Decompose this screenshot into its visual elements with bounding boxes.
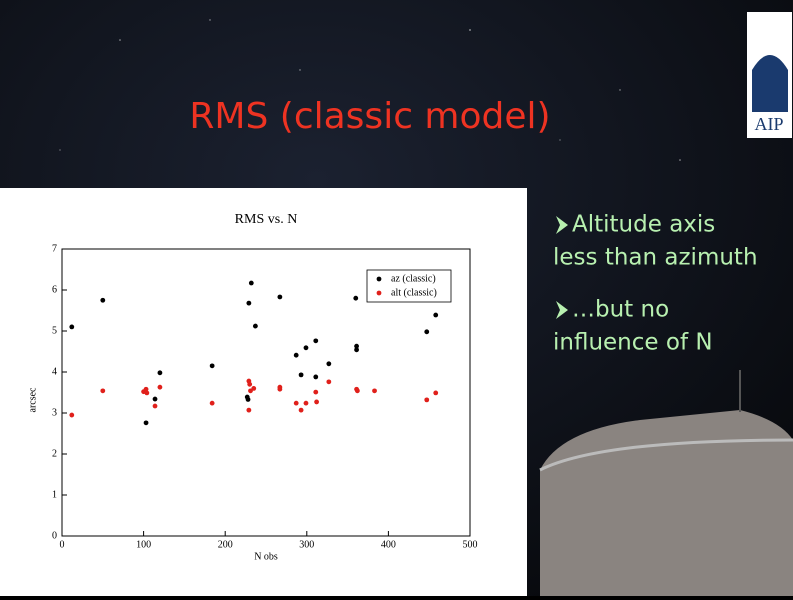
y-tick-label: 1 bbox=[52, 489, 57, 500]
y-tick-label: 7 bbox=[52, 243, 57, 254]
point bbox=[252, 323, 258, 329]
y-tick-label: 3 bbox=[52, 407, 57, 418]
chart-panel bbox=[0, 188, 527, 596]
point bbox=[247, 381, 253, 387]
x-tick-label: 400 bbox=[381, 539, 396, 550]
point bbox=[313, 374, 319, 380]
point bbox=[152, 396, 158, 402]
point bbox=[100, 388, 106, 394]
point bbox=[326, 361, 332, 367]
point bbox=[354, 347, 359, 353]
point bbox=[354, 388, 360, 394]
x-tick-label: 100 bbox=[136, 539, 151, 550]
point bbox=[313, 389, 319, 395]
point bbox=[69, 324, 75, 330]
point bbox=[245, 397, 251, 402]
bullet-text: Altitude axis bbox=[572, 212, 715, 238]
point bbox=[314, 399, 319, 405]
bullet-text: less than azimuth bbox=[553, 245, 758, 271]
y-tick-label: 5 bbox=[52, 325, 57, 336]
point bbox=[248, 388, 253, 394]
point bbox=[326, 379, 332, 385]
x-axis-label: N obs bbox=[254, 551, 278, 562]
point bbox=[100, 297, 106, 303]
x-tick-label: 200 bbox=[218, 539, 233, 550]
point bbox=[157, 384, 163, 390]
plot-frame bbox=[61, 248, 471, 537]
point bbox=[298, 372, 304, 378]
bullet-text: …but no bbox=[572, 297, 669, 323]
point bbox=[303, 345, 309, 351]
y-tick-label: 6 bbox=[52, 284, 57, 295]
y-axis-label: arcsec bbox=[27, 387, 38, 413]
y-tick-label: 0 bbox=[52, 530, 57, 541]
point bbox=[424, 329, 430, 335]
point bbox=[246, 300, 252, 306]
point bbox=[248, 280, 254, 286]
point bbox=[353, 295, 359, 301]
point bbox=[209, 363, 215, 369]
point bbox=[144, 390, 150, 396]
point bbox=[372, 388, 377, 394]
stars bbox=[59, 19, 681, 161]
point bbox=[69, 412, 75, 418]
point bbox=[303, 400, 309, 406]
point bbox=[293, 400, 299, 406]
point bbox=[433, 312, 439, 318]
legend-marker bbox=[376, 276, 382, 282]
x-tick-label: 500 bbox=[463, 539, 478, 550]
y-tick-label: 2 bbox=[52, 448, 57, 459]
legend-box bbox=[366, 269, 452, 303]
logo-text: AIP bbox=[754, 114, 783, 134]
point bbox=[277, 294, 283, 300]
point bbox=[433, 390, 439, 396]
point bbox=[152, 403, 158, 409]
point bbox=[143, 420, 149, 426]
point bbox=[246, 407, 252, 413]
x-tick-label: 0 bbox=[60, 539, 65, 550]
legend-label: alt (classic) bbox=[391, 287, 437, 298]
point bbox=[157, 370, 163, 376]
point bbox=[313, 338, 319, 344]
point bbox=[143, 386, 149, 392]
bullet-arrow bbox=[556, 301, 568, 319]
bullet-text: influence of N bbox=[553, 330, 713, 356]
chart: RMS vs. N N obs arcsec 0 100 200 300 400 500 0 1 2 3… bbox=[27, 212, 477, 562]
logo-dome bbox=[752, 55, 788, 112]
point bbox=[424, 397, 430, 403]
point bbox=[251, 386, 257, 391]
point bbox=[277, 386, 283, 392]
point bbox=[293, 352, 299, 358]
dome-edge bbox=[539, 438, 793, 472]
legend-label: az (classic) bbox=[391, 273, 436, 284]
point bbox=[209, 400, 215, 406]
legend-marker bbox=[376, 290, 382, 296]
chart-title: RMS vs. N bbox=[235, 212, 298, 227]
bullets: Altitude axis less than azimuth …but no inf… bbox=[553, 212, 758, 356]
point bbox=[298, 407, 304, 413]
dome bbox=[540, 410, 793, 596]
slide-title: RMS (classic model) bbox=[189, 96, 550, 137]
y-tick-label: 4 bbox=[52, 366, 57, 377]
point bbox=[354, 343, 359, 349]
x-tick-label: 300 bbox=[299, 539, 314, 550]
bullet-arrow bbox=[556, 216, 568, 234]
